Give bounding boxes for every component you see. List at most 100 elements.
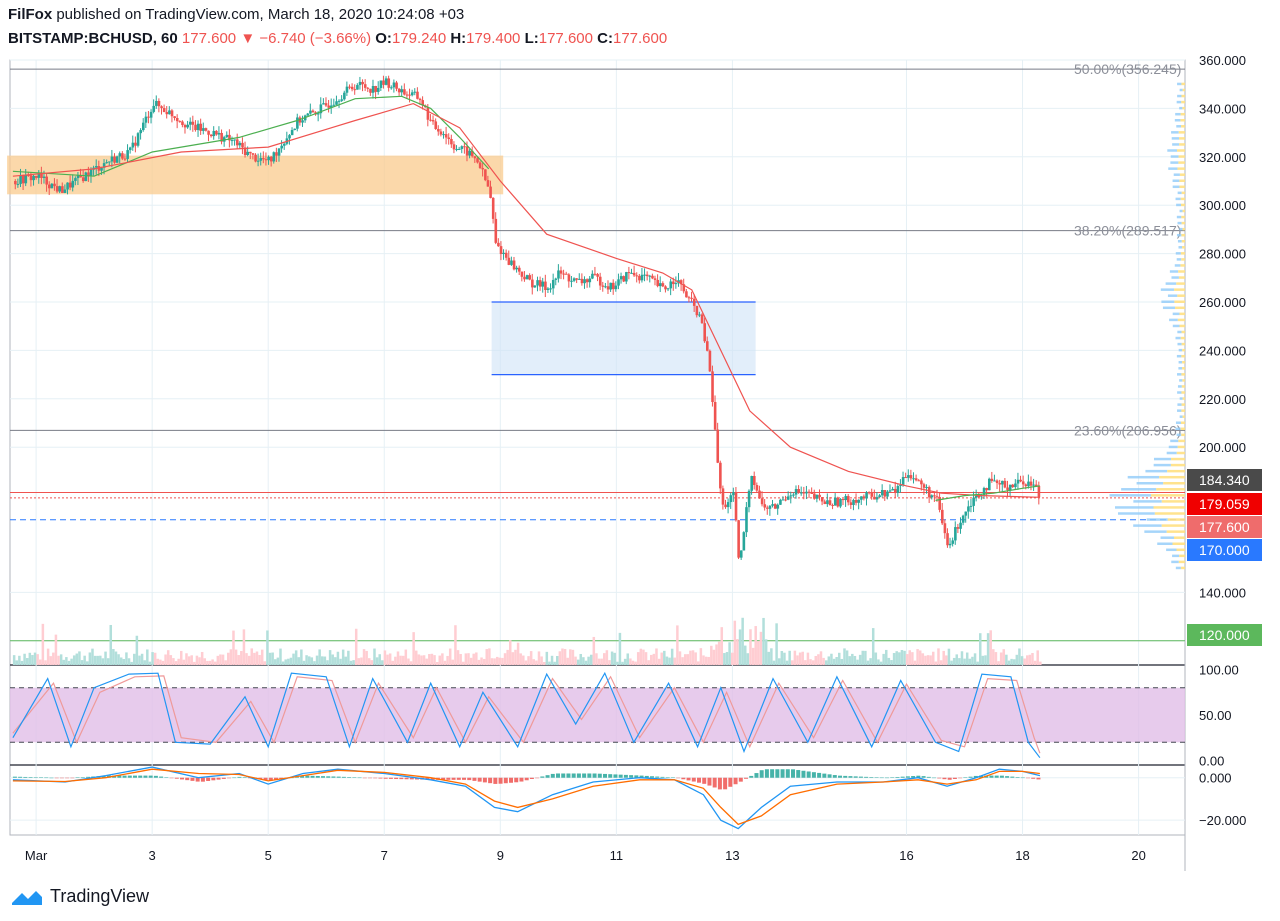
candle-body bbox=[645, 274, 649, 277]
volume-profile-bar bbox=[1175, 197, 1181, 201]
macd-histogram-bar bbox=[556, 773, 561, 778]
candle-body bbox=[988, 478, 991, 491]
macd-histogram-bar bbox=[916, 775, 921, 778]
volume-bar bbox=[932, 651, 935, 665]
macd-histogram-bar bbox=[650, 776, 655, 778]
candle-body bbox=[789, 495, 793, 497]
volume-profile-bar bbox=[1176, 548, 1185, 552]
candle-body bbox=[296, 117, 299, 129]
volume-bar bbox=[665, 656, 669, 665]
volume-profile-bar bbox=[1175, 566, 1181, 570]
candle-body bbox=[377, 87, 380, 92]
candle-body bbox=[753, 475, 756, 486]
candle-body bbox=[246, 151, 250, 156]
y-tick-label: 340.000 bbox=[1199, 101, 1246, 116]
volume-bar bbox=[318, 649, 321, 665]
candle-body bbox=[121, 153, 124, 159]
macd-histogram-bar bbox=[122, 775, 127, 778]
candle-body bbox=[833, 497, 837, 506]
macd-histogram-bar bbox=[811, 772, 816, 778]
x-tick-label: 16 bbox=[899, 848, 913, 863]
volume-profile-bar bbox=[1181, 82, 1185, 86]
volume-profile-bar bbox=[1172, 554, 1180, 558]
price-tag bbox=[1187, 493, 1262, 515]
candle-body bbox=[217, 132, 221, 135]
candle-body bbox=[147, 116, 150, 118]
volume-bar bbox=[840, 658, 844, 665]
candle-body bbox=[974, 496, 978, 498]
volume-profile-bar bbox=[1181, 125, 1185, 128]
candle-body bbox=[873, 496, 876, 500]
candle-body bbox=[272, 152, 276, 162]
macd-histogram-bar bbox=[164, 777, 169, 778]
volume-bar bbox=[146, 649, 149, 665]
volume-bar bbox=[357, 658, 361, 665]
candle-body bbox=[998, 483, 1002, 485]
candle-body bbox=[202, 128, 205, 131]
macd-histogram-bar bbox=[759, 770, 764, 778]
volume-bar bbox=[723, 653, 726, 665]
candle-body bbox=[679, 280, 683, 285]
candle-body bbox=[1029, 481, 1033, 486]
macd-histogram-bar bbox=[681, 777, 686, 780]
volume-bar bbox=[279, 648, 282, 665]
volume-profile-bar bbox=[1181, 403, 1185, 406]
candle-body bbox=[136, 133, 140, 146]
footer-brand: TradingView bbox=[50, 886, 150, 906]
volume-bar bbox=[268, 652, 272, 665]
volume-bar bbox=[386, 654, 389, 665]
candle-body bbox=[763, 504, 767, 508]
candle-body bbox=[875, 497, 879, 500]
candle-body bbox=[969, 505, 973, 507]
candle-body bbox=[447, 137, 451, 140]
volume-bar bbox=[354, 628, 358, 665]
volume-bar bbox=[686, 654, 690, 665]
candle-body bbox=[37, 173, 41, 178]
volume-profile-bar bbox=[1178, 439, 1185, 443]
volume-profile-bar bbox=[1181, 203, 1185, 207]
candle-body bbox=[95, 166, 98, 168]
volume-bar bbox=[331, 654, 334, 665]
candle-body bbox=[429, 119, 432, 121]
volume-bar bbox=[232, 630, 235, 665]
candle-body bbox=[403, 89, 406, 95]
candle-body bbox=[622, 276, 626, 282]
volume-bar bbox=[211, 659, 214, 665]
volume-bar bbox=[125, 652, 128, 665]
macd-histogram-bar bbox=[999, 775, 1004, 778]
volume-bar bbox=[469, 657, 473, 665]
volume-bar bbox=[670, 648, 674, 665]
volume-bar bbox=[571, 649, 575, 665]
volume-profile-bar bbox=[1174, 119, 1181, 122]
candle-body bbox=[674, 283, 678, 285]
macd-histogram-bar bbox=[174, 777, 179, 779]
macd-histogram-bar bbox=[744, 777, 749, 779]
volume-profile-bar bbox=[1181, 330, 1185, 334]
volume-bar bbox=[430, 653, 434, 665]
open-label: O: bbox=[375, 30, 392, 47]
volume-profile-bar bbox=[1161, 524, 1185, 527]
volume-bar bbox=[968, 658, 972, 665]
candle-body bbox=[880, 490, 884, 496]
candle-body bbox=[512, 260, 516, 270]
y-tick-label: 260.000 bbox=[1199, 295, 1246, 310]
macd-histogram-bar bbox=[159, 776, 164, 778]
macd-histogram-bar bbox=[383, 777, 388, 779]
candle-body bbox=[653, 278, 657, 280]
fib-level-label: 38.20%(289.517) bbox=[1074, 223, 1181, 239]
macd-histogram-bar bbox=[937, 777, 942, 779]
volume-profile-bar bbox=[1166, 530, 1185, 533]
macd-histogram-bar bbox=[237, 776, 242, 778]
volume-bar bbox=[409, 661, 413, 665]
candle-body bbox=[596, 274, 599, 277]
candle-body bbox=[956, 527, 960, 529]
candle-body bbox=[925, 487, 928, 489]
candle-body bbox=[212, 130, 216, 137]
volume-bar bbox=[644, 652, 648, 665]
candle-body bbox=[862, 496, 866, 499]
volume-bar bbox=[566, 657, 569, 665]
candle-body bbox=[1024, 484, 1028, 487]
macd-histogram-bar bbox=[368, 777, 373, 779]
volume-bar bbox=[997, 661, 1000, 665]
